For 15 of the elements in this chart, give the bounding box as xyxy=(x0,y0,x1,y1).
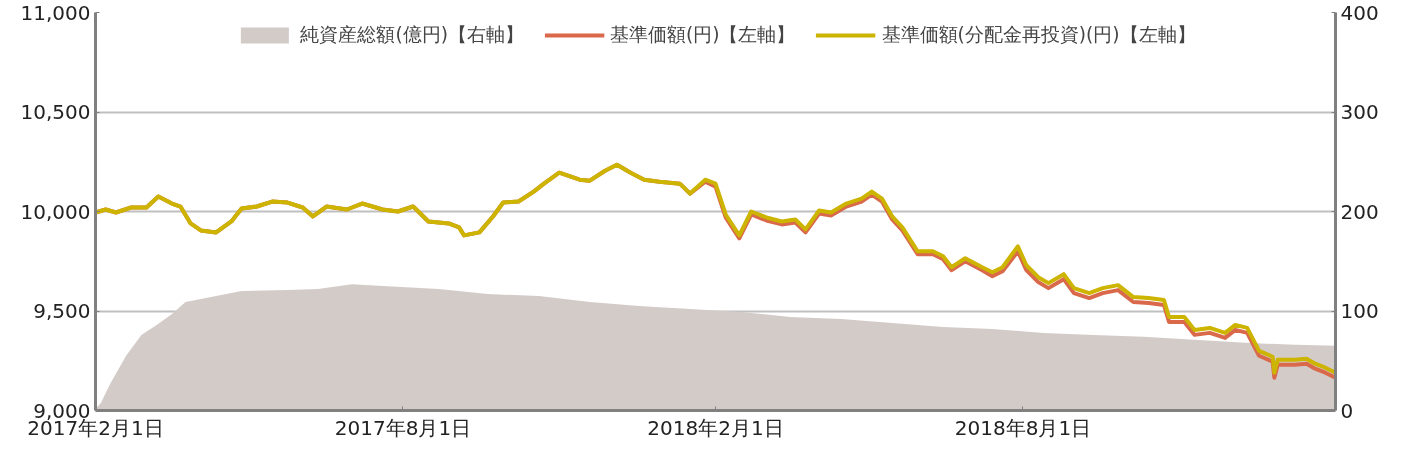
x-tick-label: 2017年8月1日 xyxy=(334,415,472,440)
y-tick-label: 10,500 xyxy=(20,100,91,124)
legend-label: 基準価額(分配金再投資)(円)【左軸】 xyxy=(881,23,1196,47)
y-tick-label: 10,000 xyxy=(20,199,91,224)
legend-label: 純資産総額(億円)【右軸】 xyxy=(300,23,524,47)
y2-tick-label: 400 xyxy=(1340,0,1379,25)
x-tick-label: 2018年2月1日 xyxy=(647,415,784,440)
y2-tick-label: 0 xyxy=(1340,398,1354,423)
x-tick-label: 2018年8月1日 xyxy=(954,415,1092,440)
y2-tick-label: 200 xyxy=(1340,199,1379,224)
y-tick-label: 11,000 xyxy=(20,0,91,25)
y2-tick-label: 300 xyxy=(1340,100,1379,124)
legend-label: 基準価額(円)【左軸】 xyxy=(609,23,796,47)
y-tick-label: 9,500 xyxy=(33,299,91,323)
y2-tick-label: 100 xyxy=(1340,299,1379,323)
